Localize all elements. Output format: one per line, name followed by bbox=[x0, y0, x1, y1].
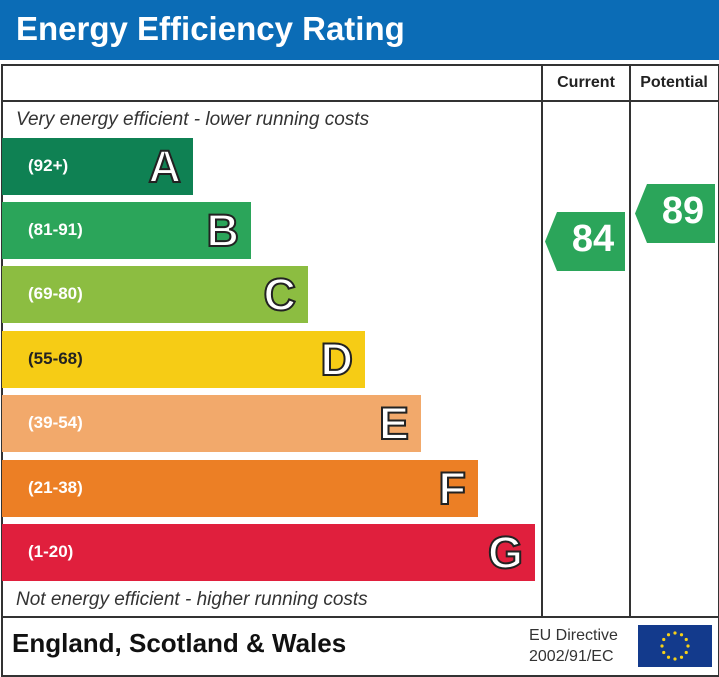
current-rating-arrow: 84 bbox=[545, 212, 625, 271]
band-letter: E bbox=[378, 397, 410, 450]
star-icon bbox=[673, 631, 677, 635]
chart-title: Energy Efficiency Rating bbox=[16, 10, 405, 47]
star-icon bbox=[673, 657, 677, 661]
header-banner: Energy Efficiency Rating bbox=[0, 0, 719, 60]
region-label: England, Scotland & Wales bbox=[12, 628, 347, 658]
column-header-current: Current bbox=[557, 74, 615, 91]
star-icon bbox=[679, 655, 684, 659]
band-d: (55-68) D bbox=[2, 331, 365, 388]
band-letter: C bbox=[263, 268, 297, 321]
current-rating-value: 84 bbox=[571, 218, 615, 260]
band-e: (39-54) E bbox=[2, 395, 421, 452]
star-icon bbox=[684, 637, 688, 642]
band-range: (55-68) bbox=[28, 349, 83, 368]
band-b: (81-91) B bbox=[2, 202, 251, 259]
band-letter: F bbox=[438, 462, 467, 515]
band-a: (92+) A bbox=[2, 138, 193, 195]
divider bbox=[541, 64, 543, 617]
eu-flag-icon bbox=[638, 625, 712, 667]
top-note: Very energy efficient - lower running co… bbox=[16, 109, 370, 130]
band-range: (1-20) bbox=[28, 542, 74, 561]
potential-rating-arrow: 89 bbox=[635, 184, 715, 243]
star-icon bbox=[679, 633, 684, 637]
band-letter: D bbox=[320, 333, 354, 386]
divider bbox=[1, 616, 718, 618]
star-icon bbox=[684, 650, 688, 655]
star-icon bbox=[666, 633, 671, 637]
band-f: (21-38) F bbox=[2, 460, 478, 517]
star-icon bbox=[660, 644, 664, 648]
band-range: (21-38) bbox=[28, 478, 83, 497]
band-range: (69-80) bbox=[28, 284, 83, 303]
band-range: (92+) bbox=[28, 156, 69, 175]
bottom-note: Not energy efficient - higher running co… bbox=[16, 589, 368, 610]
star-icon bbox=[662, 650, 666, 655]
potential-rating-value: 89 bbox=[661, 190, 705, 232]
divider bbox=[629, 64, 631, 617]
band-c: (69-80) C bbox=[2, 266, 308, 323]
band-range: (81-91) bbox=[28, 220, 83, 239]
band-g: (1-20) G bbox=[2, 524, 535, 581]
star-icon bbox=[686, 644, 690, 648]
column-header-potential: Potential bbox=[640, 74, 708, 91]
star-icon bbox=[662, 637, 666, 642]
star-icon bbox=[666, 655, 671, 659]
band-range: (39-54) bbox=[28, 413, 83, 432]
eu-directive-label: EU Directive bbox=[529, 627, 618, 644]
band-letter: A bbox=[148, 140, 182, 193]
band-letter: B bbox=[206, 204, 240, 257]
divider bbox=[1, 100, 718, 102]
eu-directive-number: 2002/91/EC bbox=[529, 648, 614, 665]
band-letter: G bbox=[487, 526, 524, 579]
